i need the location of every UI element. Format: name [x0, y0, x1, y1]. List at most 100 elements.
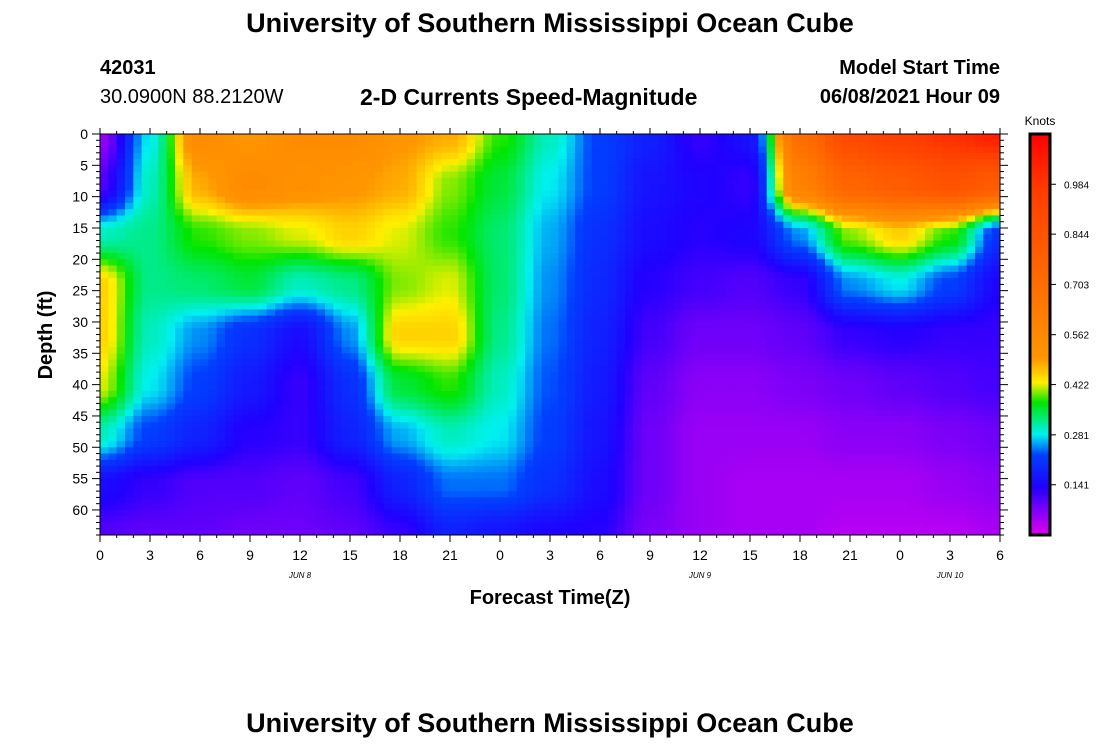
heatmap-cell [666, 234, 676, 242]
heatmap-cell [358, 321, 368, 329]
heatmap-cell [550, 390, 559, 398]
heatmap-cell [616, 253, 626, 260]
heatmap-cell [216, 409, 226, 417]
heatmap-cell [883, 303, 893, 311]
heatmap-cell [183, 290, 193, 298]
heatmap-cell [333, 303, 343, 311]
heatmap-cell [758, 390, 768, 398]
heatmap-cell [725, 259, 734, 267]
heatmap-cell [483, 334, 493, 342]
heatmap-cell [950, 171, 959, 179]
heatmap-cell [400, 403, 409, 411]
heatmap-cell [600, 296, 609, 304]
heatmap-cell [508, 146, 518, 154]
heatmap-cell [583, 253, 593, 260]
heatmap-cell [191, 328, 201, 336]
heatmap-cell [150, 365, 159, 373]
heatmap-cell [683, 278, 693, 285]
heatmap-cell [458, 215, 468, 223]
heatmap-cell [316, 202, 326, 210]
heatmap-cell [283, 303, 293, 311]
heatmap-cell [725, 202, 734, 210]
heatmap-cell [966, 134, 976, 141]
heatmap-cell [308, 159, 318, 166]
heatmap-cell [600, 196, 609, 204]
heatmap-cell [950, 303, 959, 311]
heatmap-cell [216, 146, 226, 154]
heatmap-cell [791, 171, 801, 179]
heatmap-cell [750, 321, 759, 329]
heatmap-cell [808, 234, 818, 242]
heatmap-cell [608, 152, 618, 160]
heatmap-cell [683, 215, 693, 223]
heatmap-cell [650, 227, 659, 235]
heatmap-cell [425, 290, 434, 298]
heatmap-cell [725, 140, 734, 148]
heatmap-cell [533, 152, 543, 160]
heatmap-cell [766, 259, 776, 267]
heatmap-cell [541, 315, 551, 323]
heatmap-cell [808, 271, 818, 279]
heatmap-cell [216, 278, 226, 285]
heatmap-cell [941, 321, 951, 329]
heatmap-cell [733, 259, 743, 267]
heatmap-cell [575, 202, 584, 210]
heatmap-cell [458, 409, 468, 417]
heatmap-cell [608, 290, 618, 298]
heatmap-cell [491, 347, 501, 354]
heatmap-cell [591, 353, 601, 361]
heatmap-cell [725, 271, 734, 279]
heatmap-cell [600, 184, 609, 191]
heatmap-cell [966, 146, 976, 154]
heatmap-cell [433, 171, 443, 179]
heatmap-cell [575, 190, 584, 198]
heatmap-cell [783, 372, 793, 379]
heatmap-cell [133, 296, 143, 304]
heatmap-cell [341, 152, 351, 160]
heatmap-cell [491, 271, 501, 279]
heatmap-cell [933, 284, 943, 292]
heatmap-cell [650, 384, 659, 392]
heatmap-cell [608, 347, 618, 354]
heatmap-cell [608, 353, 618, 361]
heatmap-cell [750, 384, 759, 392]
heatmap-cell [583, 397, 593, 405]
heatmap-cell [633, 202, 643, 210]
heatmap-cell [400, 347, 409, 354]
heatmap-cell [100, 134, 109, 141]
heatmap-cell [333, 202, 343, 210]
heatmap-cell [733, 240, 743, 248]
heatmap-cell [683, 384, 693, 392]
heatmap-cell [358, 290, 368, 298]
heatmap-cell [791, 378, 801, 386]
heatmap-cell [533, 415, 543, 423]
heatmap-cell [958, 378, 968, 386]
heatmap-cell [808, 309, 818, 317]
heatmap-cell [958, 140, 968, 148]
heatmap-cell [325, 171, 334, 179]
heatmap-cell [658, 202, 668, 210]
heatmap-cell [225, 196, 234, 204]
heatmap-cell [450, 234, 459, 242]
heatmap-cell [533, 409, 543, 417]
heatmap-cell [941, 196, 951, 204]
heatmap-cell [791, 309, 801, 317]
heatmap-cell [125, 321, 134, 329]
heatmap-cell [708, 384, 718, 392]
heatmap-cell [625, 309, 634, 317]
heatmap-cell [783, 353, 793, 361]
heatmap-cell [383, 259, 393, 267]
heatmap-cell [158, 190, 168, 198]
heatmap-cell [666, 202, 676, 210]
heatmap-cell [308, 146, 318, 154]
heatmap-cell [175, 146, 184, 154]
heatmap-cell [375, 209, 384, 217]
heatmap-cell [725, 359, 734, 367]
station-id: 42031 [100, 57, 156, 79]
heatmap-cell [933, 190, 943, 198]
heatmap-cell [283, 134, 293, 141]
heatmap-cell [716, 171, 726, 179]
heatmap-cell [450, 134, 459, 141]
heatmap-cell [283, 334, 293, 342]
heatmap-cell [733, 315, 743, 323]
